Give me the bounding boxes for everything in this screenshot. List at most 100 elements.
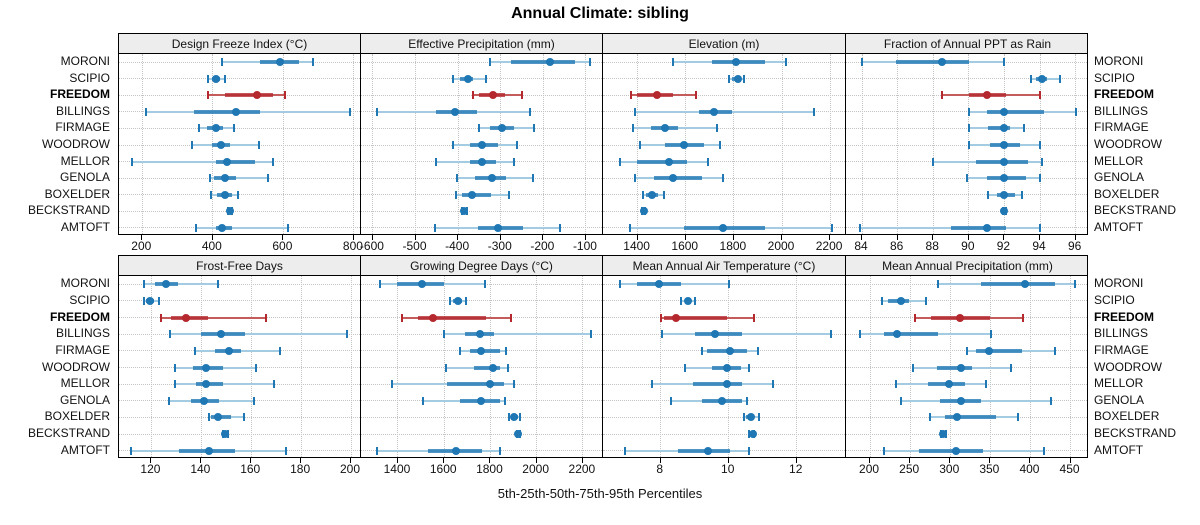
whisker-cap-high	[252, 396, 255, 405]
whisker-cap-low	[966, 174, 969, 183]
whisker-cap-low	[618, 280, 621, 289]
axis-tick	[732, 235, 734, 240]
whisker-cap-high	[1017, 413, 1020, 422]
whisker-cap-high	[532, 174, 535, 183]
axis-tick-label: 200	[340, 462, 361, 476]
axis-tick-label: 94	[1032, 239, 1046, 253]
median-dot	[204, 446, 213, 455]
panel-plot-elevation-m	[603, 54, 846, 234]
whisker-cap-high	[157, 296, 160, 305]
axis-tick	[352, 235, 354, 240]
axis-tick-label: -200	[530, 239, 555, 253]
axis-tick	[967, 235, 969, 240]
whisker-cap-low	[929, 413, 932, 422]
median-dot	[951, 446, 960, 455]
grid-line-horizontal	[603, 94, 845, 96]
grid-line-vertical	[300, 276, 302, 457]
axis-tick-label: 2200	[568, 462, 596, 476]
grid-line-vertical	[1075, 54, 1077, 234]
station-label-left-beckstrand: BECKSTRAND	[27, 203, 110, 218]
whisker-cap-high	[286, 223, 289, 232]
whisker-cap-low	[1030, 74, 1033, 83]
axis-tick-label: 1400	[623, 239, 650, 253]
whisker-cap-high	[265, 313, 268, 322]
grid-line-vertical	[582, 276, 584, 457]
percentile-range-line	[210, 177, 269, 180]
iqr-bar	[937, 365, 972, 370]
grid-line-vertical	[397, 276, 399, 457]
whisker-cap-low	[220, 58, 223, 67]
grid-line-horizontal	[119, 283, 360, 285]
whisker-cap-high	[507, 190, 510, 199]
median-dot	[494, 223, 503, 232]
grid-line-vertical	[415, 54, 417, 234]
whisker-cap-high	[706, 157, 709, 166]
whisker-cap-low	[130, 157, 133, 166]
whisker-cap-low	[449, 296, 452, 305]
axis-tick-label: 400	[201, 239, 222, 253]
median-dot	[486, 380, 495, 389]
grid-line-horizontal	[119, 194, 360, 196]
axis-tick-label: 96	[1067, 239, 1082, 253]
whisker-cap-low	[451, 141, 454, 149]
whisker-cap-low	[680, 296, 683, 305]
panel-header-growing-degree-days-c: Growing Degree Days (°C)	[361, 256, 603, 276]
whisker-cap-low	[900, 396, 903, 405]
percentile-range-line	[175, 383, 274, 386]
median-dot	[252, 91, 261, 100]
whisker-cap-low	[130, 446, 133, 455]
iqr-bar	[918, 448, 984, 453]
station-label-left-firmage: FIRMAGE	[55, 342, 110, 357]
median-dot	[476, 346, 485, 355]
whisker-cap-low	[478, 124, 481, 133]
whisker-cap-low	[452, 74, 455, 83]
station-label-right-boxelder: BOXELDER	[1094, 409, 1160, 424]
median-dot	[746, 413, 755, 422]
whisker-cap-high	[272, 380, 275, 389]
whisker-cap-high	[1010, 363, 1013, 372]
median-dot	[1000, 207, 1009, 216]
axis-tick-label: 140	[190, 462, 211, 476]
median-dot	[639, 207, 648, 216]
whisker-cap-low	[882, 446, 885, 455]
grid-line-vertical	[660, 276, 662, 457]
median-dot	[489, 91, 498, 100]
axis-tick	[581, 458, 583, 463]
whisker-cap-low	[634, 107, 637, 116]
grid-line-horizontal	[119, 127, 360, 129]
percentile-range-line	[143, 283, 218, 286]
axis-tick	[250, 458, 252, 463]
grid-line-horizontal	[361, 433, 602, 435]
station-label-left-scipio: SCIPIO	[69, 292, 110, 307]
axis-tick	[932, 235, 934, 240]
median-dot	[1000, 190, 1009, 199]
panel-header-fraction-of-annual-ppt-as-rain: Fraction of Annual PPT as Rain	[846, 34, 1087, 54]
median-dot	[453, 296, 462, 305]
whisker-cap-high	[464, 296, 467, 305]
median-dot	[162, 280, 171, 289]
whisker-cap-high	[520, 91, 523, 100]
median-dot	[1000, 107, 1009, 116]
whisker-cap-high	[242, 413, 245, 422]
percentile-range-line	[131, 160, 273, 163]
whisker-cap-high	[663, 190, 666, 199]
station-label-right-woodrow: WOODROW	[1094, 137, 1162, 151]
axis-tick	[795, 458, 797, 463]
axis-tick-label: -300	[487, 239, 512, 253]
whisker-cap-low	[142, 280, 145, 289]
grid-line-horizontal	[361, 210, 602, 212]
whisker-cap-low	[390, 380, 393, 389]
median-dot	[429, 313, 438, 322]
median-dot	[212, 124, 221, 133]
station-label-right-amtoft: AMTOFT	[1094, 442, 1144, 457]
whisker-cap-low	[456, 174, 459, 183]
whisker-cap-high	[532, 124, 535, 133]
whisker-cap-low	[671, 58, 674, 67]
grid-line-vertical	[353, 54, 355, 234]
iqr-bar	[693, 382, 743, 387]
iqr-bar	[462, 192, 491, 197]
whisker-cap-high	[285, 446, 288, 455]
median-dot	[1020, 280, 1029, 289]
median-dot	[939, 430, 948, 439]
grid-line-horizontal	[846, 300, 1087, 302]
